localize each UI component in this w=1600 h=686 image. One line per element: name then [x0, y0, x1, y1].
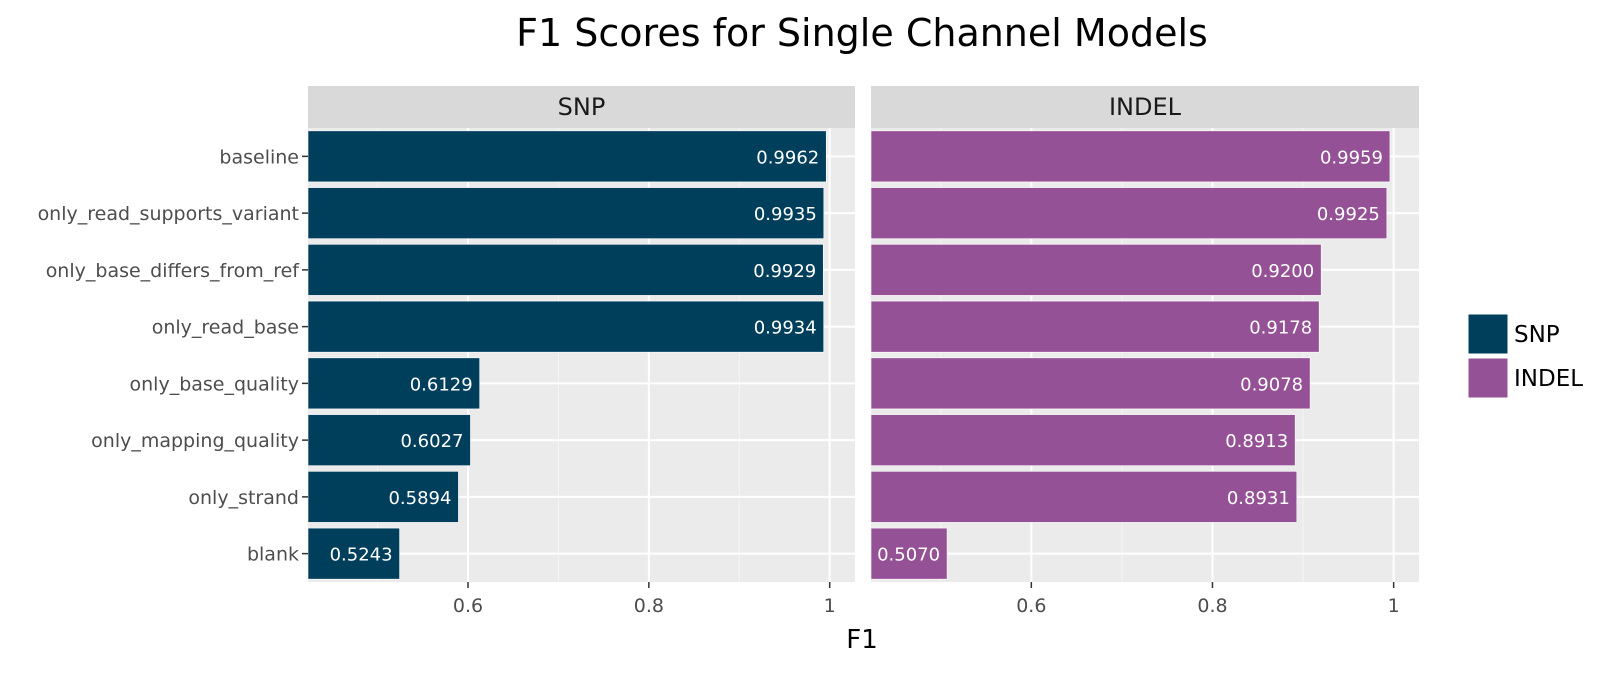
facet-strip: [308, 86, 855, 128]
x-tick-label: 0.6: [1016, 595, 1046, 617]
category-label: only_strand: [188, 487, 299, 509]
bar-value-label: 0.8931: [1227, 488, 1290, 509]
bar-snp-only_base_quality: [307, 357, 480, 410]
category-axis: baseline only_read_supports_variant only_b…: [38, 146, 308, 566]
bar-value-label: 0.9925: [1317, 204, 1380, 225]
x-tick-label: 0.6: [453, 595, 483, 617]
bar-snp-only_read_base: [307, 300, 825, 353]
bar-value-label: 0.5243: [330, 545, 393, 566]
bar-value-label: 0.9178: [1249, 318, 1312, 339]
bar-indel-only_read_base: [870, 300, 1320, 353]
bar-snp-only_read_supports_variant: [307, 187, 825, 239]
bar-snp-only_mapping_quality: [307, 414, 471, 466]
category-label: only_mapping_quality: [91, 430, 299, 452]
bar-value-label: 0.9078: [1240, 374, 1303, 395]
facet-panels: SNP 0.9962 0.9935 0.9929 0.9934 0.6129 0.6027 0…: [307, 86, 1419, 617]
facet-panel-indel: INDEL 0.9959 0.9925 0.9200 0.9178 0.9078 0.891…: [870, 86, 1419, 617]
bar-value-label: 0.9959: [1320, 147, 1383, 168]
bar-snp-only_base_differs_from_ref: [307, 244, 824, 296]
bar-indel-blank: [870, 527, 948, 580]
category-label: only_read_supports_variant: [38, 203, 299, 225]
facet-panel-snp: SNP 0.9962 0.9935 0.9929 0.9934 0.6129 0.6027 0…: [307, 86, 855, 617]
chart-title: F1 Scores for Single Channel Models: [516, 11, 1208, 55]
bar-value-label: 0.5070: [877, 545, 940, 566]
bar-indel-only_read_supports_variant: [870, 187, 1388, 239]
x-axis-title: F1: [846, 625, 878, 655]
bar-value-label: 0.6129: [410, 374, 473, 395]
category-label: only_base_quality: [130, 373, 299, 395]
bar-value-label: 0.5894: [388, 488, 451, 509]
legend-key-snp: [1467, 313, 1509, 355]
x-tick-label: 1: [824, 595, 836, 617]
facet-strip-label: INDEL: [1109, 93, 1182, 121]
bar-snp-baseline: [307, 130, 827, 183]
legend-label: INDEL: [1514, 366, 1583, 392]
category-label: only_read_base: [152, 317, 299, 339]
bar-snp-blank: [307, 527, 400, 580]
legend: SNP INDEL: [1467, 313, 1583, 399]
bar-indel-only_base_differs_from_ref: [870, 244, 1322, 296]
legend-label: SNP: [1514, 322, 1560, 348]
bar-indel-only_base_quality: [870, 357, 1311, 410]
bar-value-label: 0.9200: [1251, 261, 1314, 282]
legend-key-indel: [1467, 357, 1509, 399]
category-label: baseline: [219, 146, 299, 168]
x-tick-label: 0.8: [1197, 595, 1227, 617]
bar-indel-only_mapping_quality: [870, 414, 1296, 466]
category-label: blank: [247, 544, 299, 566]
facet-strip: [871, 86, 1419, 128]
category-label: only_base_differs_from_ref: [46, 260, 301, 282]
x-tick-label: 0.8: [634, 595, 664, 617]
bar-value-label: 0.8913: [1225, 431, 1288, 452]
bar-snp-only_strand: [307, 471, 459, 523]
bar-indel-only_strand: [870, 471, 1298, 523]
bar-value-label: 0.9962: [756, 147, 819, 168]
bar-value-label: 0.9929: [753, 261, 816, 282]
facet-strip-label: SNP: [558, 93, 606, 121]
bar-value-label: 0.9934: [754, 318, 817, 339]
bar-value-label: 0.6027: [400, 431, 463, 452]
bar-value-label: 0.9935: [754, 204, 817, 225]
bar-indel-baseline: [870, 130, 1391, 183]
x-tick-label: 1: [1388, 595, 1400, 617]
